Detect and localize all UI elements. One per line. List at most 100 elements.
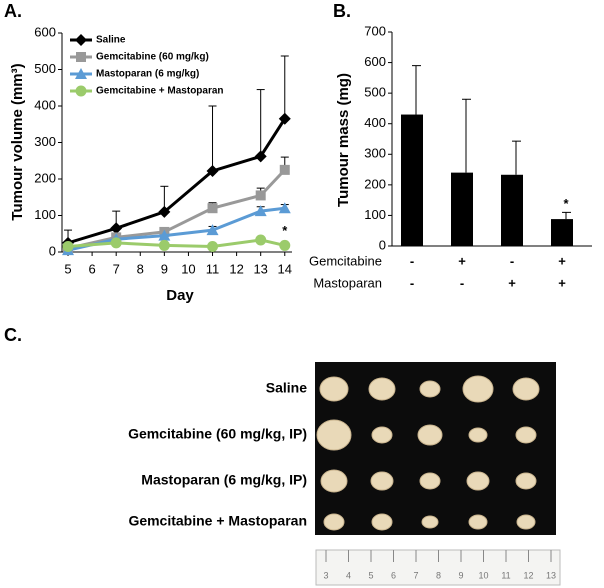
- tumour: [371, 426, 393, 444]
- series-line: [67, 206, 285, 252]
- data-point: [62, 241, 74, 253]
- treatment-sign: +: [558, 275, 566, 290]
- tumour: [515, 472, 537, 490]
- tumour: [316, 419, 352, 451]
- data-point: [158, 229, 171, 241]
- treatment-sign: -: [410, 253, 414, 268]
- legend-marker: [75, 68, 87, 79]
- treatment-label: Gemcitabine: [309, 253, 382, 268]
- y-tick-label: 500: [364, 85, 386, 100]
- ruler-label: 11: [501, 570, 510, 580]
- y-tick-label: 200: [364, 176, 386, 191]
- tumour: [419, 380, 441, 398]
- treatment-sign: -: [510, 253, 514, 268]
- tumour: [466, 471, 490, 491]
- y-tick-label: 400: [364, 115, 386, 130]
- tumour: [370, 471, 394, 491]
- x-tick-label: 6: [88, 261, 95, 276]
- tumour: [468, 514, 488, 530]
- tumour: [320, 469, 348, 493]
- y-tick-label: 300: [34, 134, 56, 149]
- treatment-sign: +: [458, 253, 466, 268]
- series-line: [67, 117, 287, 245]
- x-tick-label: 7: [113, 261, 120, 276]
- y-tick-label: 100: [364, 207, 386, 222]
- row-label: Mastoparan (6 mg/kg, IP): [141, 472, 307, 488]
- tumour: [368, 377, 396, 401]
- tumour: [462, 375, 494, 403]
- data-point: [110, 222, 123, 235]
- x-tick-label: 9: [161, 261, 168, 276]
- row-label: Gemcitabine + Mastoparan: [128, 513, 307, 529]
- panel-label: B.: [333, 1, 351, 21]
- tumour: [417, 424, 443, 446]
- y-tick-label: 600: [34, 24, 56, 39]
- x-tick-label: 8: [137, 261, 144, 276]
- data-point: [279, 239, 291, 251]
- tumour: [421, 515, 439, 529]
- data-point: [278, 202, 291, 214]
- data-point: [255, 190, 266, 201]
- annotation: *: [282, 223, 288, 238]
- y-tick-label: 400: [34, 97, 56, 112]
- tumour: [323, 513, 345, 531]
- x-tick-label: 14: [278, 261, 292, 276]
- y-tick-label: 0: [49, 243, 56, 258]
- y-tick-label: 700: [364, 23, 386, 38]
- panel-label: A.: [4, 1, 22, 21]
- legend-label: Gemcitabine (60 mg/kg): [96, 52, 209, 63]
- data-point: [206, 224, 219, 236]
- ruler-label: 3: [323, 570, 328, 580]
- data-point: [278, 112, 291, 125]
- data-point: [254, 205, 267, 217]
- data-point: [279, 164, 290, 175]
- legend-marker: [75, 34, 87, 46]
- bar: [401, 114, 423, 247]
- y-tick-label: 300: [364, 146, 386, 161]
- y-tick-label: 0: [379, 237, 386, 252]
- y-axis-label: Tumour mass (mg): [335, 73, 352, 207]
- tumour: [419, 472, 441, 490]
- legend-label: Mastoparan (6 mg/kg): [96, 69, 199, 80]
- legend-label: Saline: [96, 35, 126, 46]
- treatment-sign: +: [558, 253, 566, 268]
- data-point: [254, 150, 267, 163]
- legend-label: Gemcitabine + Mastoparan: [96, 86, 224, 97]
- data-point: [207, 241, 219, 253]
- bar: [451, 172, 473, 246]
- x-axis-label: Day: [166, 287, 194, 304]
- y-tick-label: 500: [34, 61, 56, 76]
- treatment-label: Mastoparan: [313, 275, 382, 290]
- panel-label: C.: [4, 325, 22, 345]
- data-point: [110, 237, 122, 249]
- ruler-label: 9: [458, 570, 463, 580]
- x-tick-label: 12: [229, 261, 243, 276]
- bar: [501, 174, 523, 246]
- treatment-sign: -: [460, 275, 464, 290]
- data-point: [158, 205, 171, 218]
- legend-marker: [75, 85, 87, 97]
- data-point: [207, 203, 218, 214]
- ruler-label: 6: [391, 570, 396, 580]
- tumour: [515, 426, 537, 444]
- ruler-label: 13: [546, 570, 556, 580]
- y-tick-label: 100: [34, 207, 56, 222]
- x-tick-label: 11: [206, 261, 220, 276]
- ruler-label: 8: [436, 570, 441, 580]
- row-label: Gemcitabine (60 mg/kg, IP): [128, 426, 307, 442]
- y-tick-label: 200: [34, 170, 56, 185]
- tumour: [468, 427, 488, 443]
- y-axis-label: Tumour volume (mm³): [9, 63, 26, 220]
- treatment-sign: +: [508, 275, 516, 290]
- ruler-label: 7: [413, 570, 418, 580]
- ruler-label: 10: [478, 570, 488, 580]
- annotation: *: [563, 196, 569, 211]
- data-point: [255, 234, 267, 246]
- x-tick-label: 5: [64, 261, 71, 276]
- legend-marker: [76, 52, 86, 62]
- series-line: [67, 168, 286, 250]
- data-point: [206, 164, 219, 177]
- ruler-label: 5: [368, 570, 373, 580]
- tumour: [516, 514, 536, 530]
